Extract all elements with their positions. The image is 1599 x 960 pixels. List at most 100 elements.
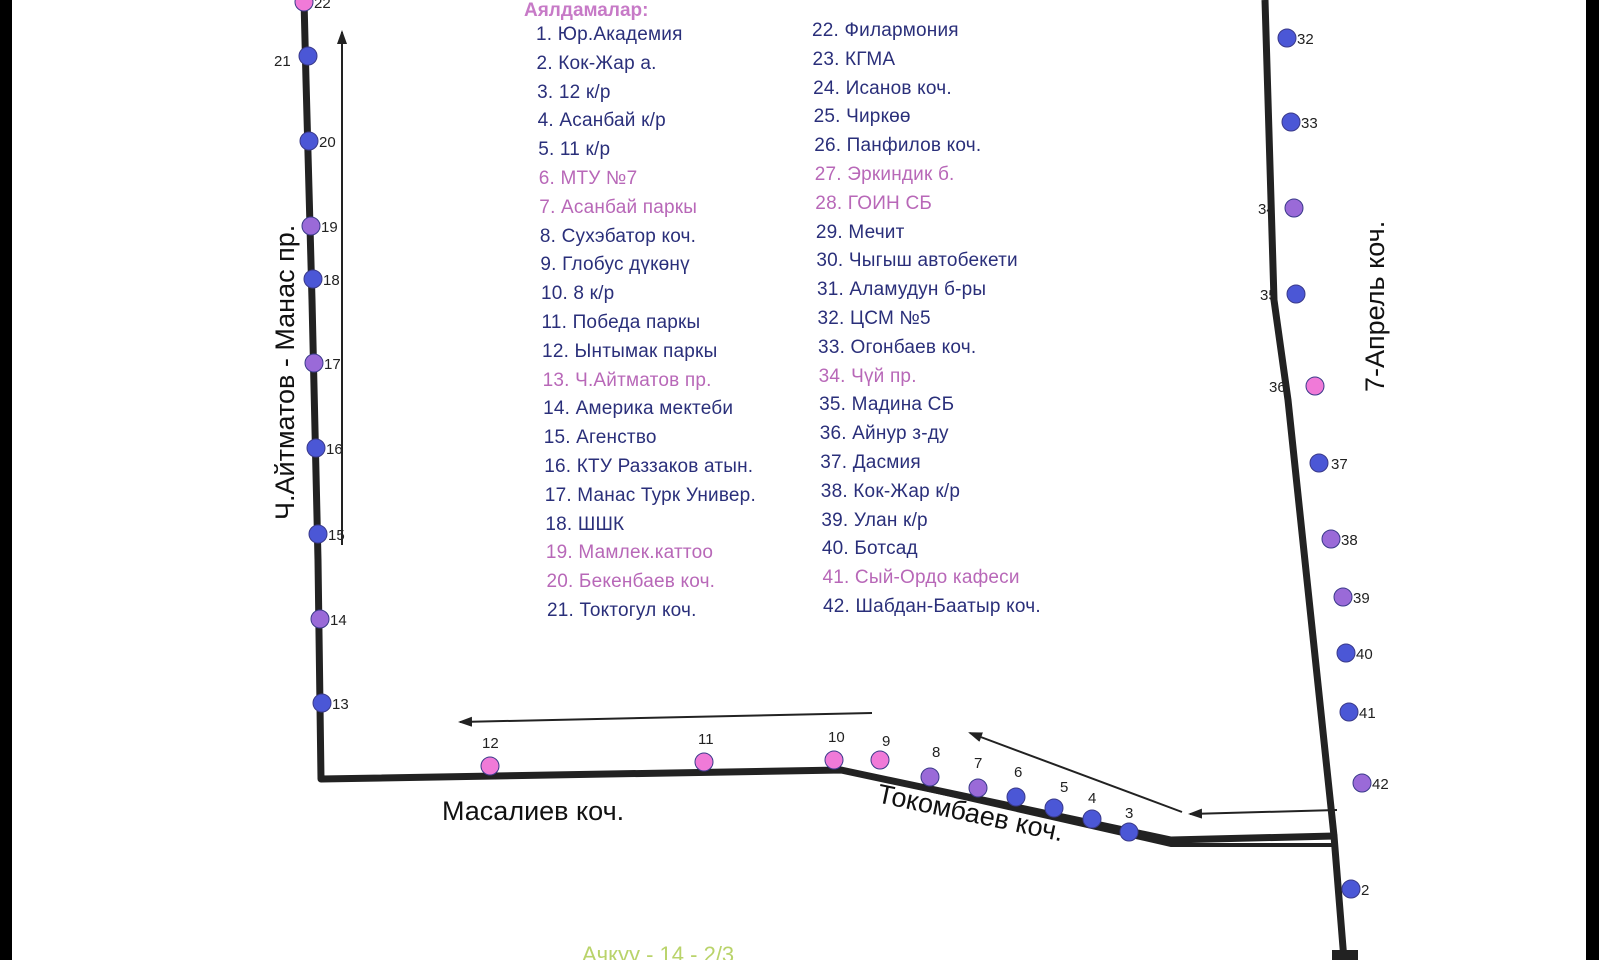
route-line (300, 0, 1348, 960)
stop-number-label: 22 (314, 0, 331, 12)
route-diagram: Ч.Айтматов - Манас пр. 7-Апрель коч. Мас… (270, 0, 1390, 960)
stop-number-label: 33 (1301, 115, 1318, 132)
stop-marker (870, 750, 890, 770)
legend-item: 34. Чүй пр. (818, 365, 917, 387)
legend-item: 21. Токтогул коч. (547, 600, 697, 621)
stop-marker (1284, 198, 1304, 218)
stop-number-label: 12 (482, 735, 499, 752)
legend-item: 3. 12 к/р (537, 81, 611, 103)
stop-marker (1333, 587, 1353, 607)
legend-item: 9. Глобус дүкөнү (540, 254, 690, 276)
stop-number-label: 38 (1341, 532, 1358, 549)
legend-item: 33. Огонбаев коч. (818, 336, 977, 358)
stop-number-label: 2 (1361, 882, 1369, 899)
legend-item: 23. КГМА (812, 48, 896, 70)
legend-item: 39. Улан к/р (821, 509, 928, 531)
legend-item: 8. Сухэбатор коч. (539, 225, 697, 247)
direction-arrow-west-east-side (1188, 808, 1338, 819)
stop-number-label: 9 (882, 733, 890, 750)
stop-number-label: 4 (1088, 790, 1096, 807)
legend-item: 32. ЦСМ №5 (817, 308, 931, 329)
stop-number-label: 19 (321, 219, 338, 236)
legend-item: 31. Аламудун б-ры (816, 279, 987, 301)
legend-item: 42. Шабдан-Баатыр коч. (823, 596, 1041, 617)
stop-marker (306, 438, 326, 458)
stop-number-label: 10 (828, 729, 845, 746)
street-label-south-left: Масалиев коч. (442, 796, 624, 826)
stop-marker (1006, 787, 1026, 807)
legend-item: 6. МТУ №7 (538, 168, 638, 189)
stop-number-label: 3 (1125, 805, 1133, 822)
legend-item: 22. Филармония (812, 20, 959, 41)
stop-marker (1281, 112, 1301, 132)
legend-item: 17. Манас Турк Универ. (544, 484, 756, 506)
stop-number-label: 16 (326, 441, 343, 458)
stop-marker (1277, 28, 1297, 48)
stop-marker (920, 767, 940, 787)
stop-number-label: 42 (1372, 776, 1389, 793)
stop-number-label: 34 (1258, 201, 1275, 218)
stop-marker (1286, 284, 1306, 304)
stops-layer: 2345678910111213141516171819202122323334… (274, 0, 1389, 899)
stop-number-label: 40 (1356, 646, 1373, 663)
legend-item: 35. Мадина СБ (819, 394, 955, 416)
route-line-bottom-lane (840, 768, 1334, 847)
legend-item: 19. Мамлек.каттоо (545, 542, 714, 564)
stop-marker (694, 752, 714, 772)
legend-item: 1. Юр.Академия (536, 24, 683, 45)
stop-marker (303, 269, 323, 289)
legend-item: 41. Сый-Ордо кафеси (822, 567, 1020, 589)
legend-item: 36. Айнур з-ду (819, 423, 949, 445)
stop-marker (294, 0, 314, 12)
stop-marker (301, 216, 321, 236)
stop-number-label: 41 (1359, 705, 1376, 722)
stop-marker (299, 131, 319, 151)
legend-item: 12. Ынтымак паркы (542, 340, 718, 362)
stop-number-label: 32 (1297, 31, 1314, 48)
stop-marker (310, 609, 330, 629)
stop-number-label: 13 (332, 696, 349, 713)
legend-item: 7. Асанбай паркы (539, 196, 698, 218)
legend-item: 20. Бекенбаев коч. (546, 571, 716, 593)
street-label-east: 7-Апрель коч. (1360, 221, 1390, 392)
stop-number-label: 8 (932, 744, 940, 761)
legend-item: 15. Агенство (543, 427, 657, 449)
stop-marker (1341, 879, 1361, 899)
stop-number-label: 6 (1014, 764, 1022, 781)
street-label-west: Ч.Айтматов - Манас пр. (270, 225, 300, 520)
legend-item: 40. Ботсад (821, 538, 918, 560)
route-terminal-block (1332, 950, 1358, 960)
stop-number-label: 35 (1260, 287, 1277, 304)
legend-title: Аялдамалар: (524, 0, 649, 21)
legend-item: 38. Кок-Жар к/р (820, 480, 961, 502)
stop-number-label: 15 (328, 527, 345, 544)
legend-item: 2. Кок-Жар а. (536, 52, 657, 74)
route-line-east (1261, 0, 1338, 837)
stop-marker (304, 353, 324, 373)
legend-item: 25. Чиркөө (813, 106, 911, 128)
stop-marker (1321, 529, 1341, 549)
legend-item: 27. Эркиндик б. (814, 164, 955, 185)
legend-item: 10. 8 к/р (540, 283, 615, 305)
legend-item: 29. Мечит (815, 221, 905, 243)
stop-marker (1336, 643, 1356, 663)
stop-number-label: 5 (1060, 779, 1068, 796)
legend-item: 14. Америка мектеби (543, 398, 734, 420)
stop-marker (480, 756, 500, 776)
legend-item: 37. Дасмия (820, 452, 921, 473)
stop-marker (1044, 798, 1064, 818)
legend-item: 24. Исанов коч. (813, 77, 952, 99)
legend-item: 11. Победа паркы (541, 312, 701, 333)
legend-item: 26. Панфилов коч. (814, 135, 982, 157)
legend-item: 16. КТУ Раззаков атын. (544, 456, 754, 477)
stop-marker (312, 693, 332, 713)
stop-number-label: 20 (319, 134, 336, 151)
stop-marker (1082, 809, 1102, 829)
direction-arrow-west (458, 712, 873, 727)
stop-marker (308, 524, 328, 544)
stop-marker (1119, 822, 1139, 842)
stop-marker (968, 778, 988, 798)
stop-marker (1309, 453, 1329, 473)
legend-item: 18. ШШК (545, 513, 625, 535)
stop-marker (1305, 376, 1325, 396)
